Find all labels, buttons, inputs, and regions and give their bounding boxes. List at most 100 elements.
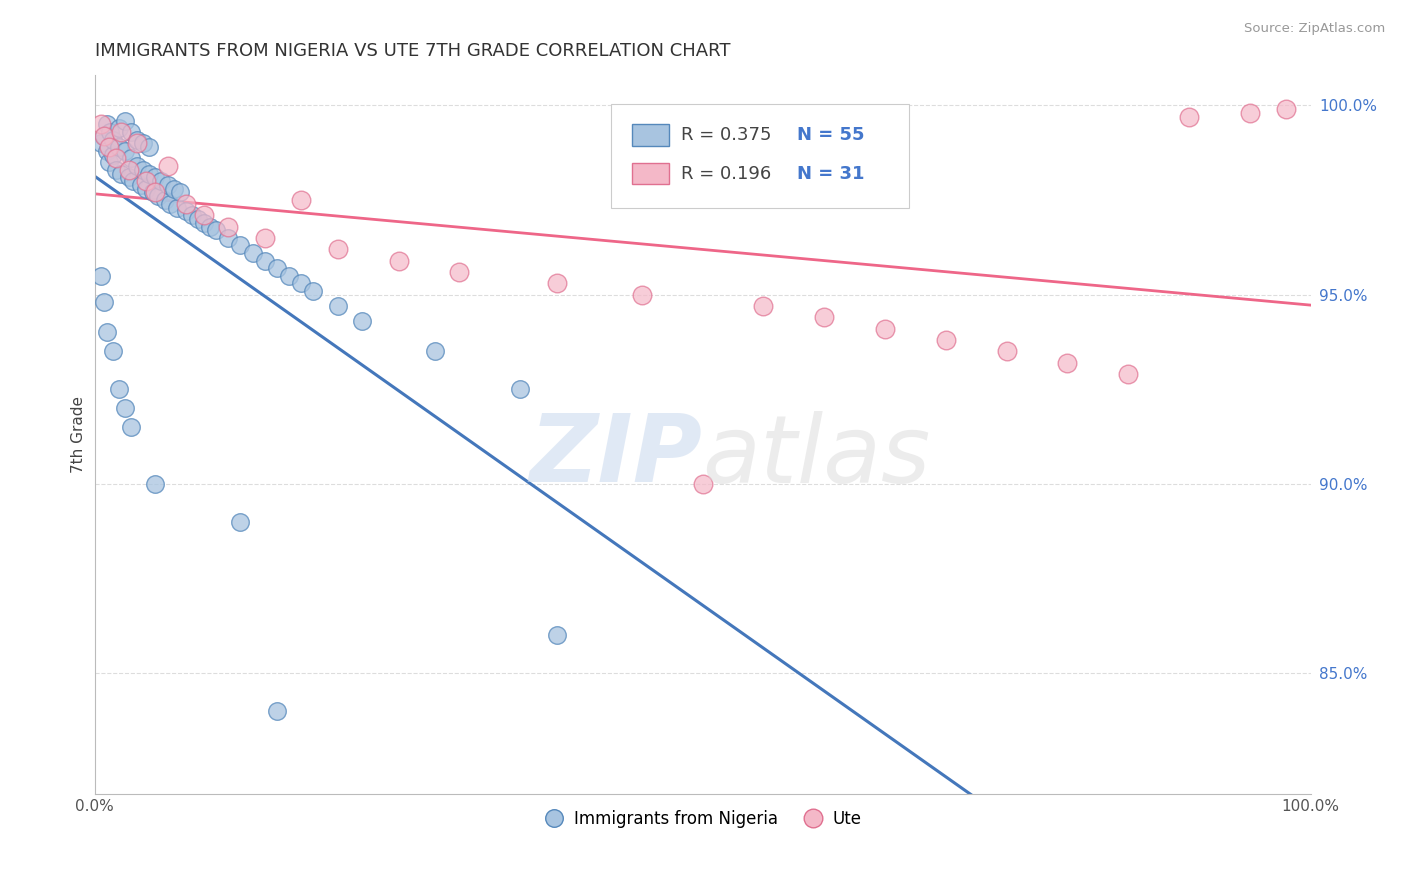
Point <box>90 117 112 131</box>
Point <box>1056 356 1078 370</box>
Point <box>96 117 118 131</box>
Point <box>229 238 252 252</box>
Point <box>93 295 115 310</box>
Point <box>120 420 142 434</box>
Point <box>1178 110 1201 124</box>
Point <box>105 162 128 177</box>
Point <box>387 253 409 268</box>
Point <box>873 321 896 335</box>
Point <box>145 170 167 185</box>
Point <box>145 186 167 200</box>
Point <box>145 476 167 491</box>
Point <box>169 186 191 200</box>
Point <box>198 219 221 234</box>
Text: R = 0.375: R = 0.375 <box>681 126 772 144</box>
Point <box>935 333 957 347</box>
Point <box>156 178 179 192</box>
Point <box>352 314 374 328</box>
Point <box>142 186 165 200</box>
Point <box>253 231 276 245</box>
Point <box>266 261 288 276</box>
Point <box>302 284 325 298</box>
Point <box>108 121 131 136</box>
Point <box>193 216 215 230</box>
Point <box>96 326 118 340</box>
FancyBboxPatch shape <box>633 124 668 145</box>
Point <box>290 277 312 291</box>
Point <box>162 182 184 196</box>
Text: R = 0.196: R = 0.196 <box>681 165 770 183</box>
Point <box>101 147 124 161</box>
Point <box>1116 367 1139 381</box>
Point <box>135 182 157 196</box>
Point <box>546 628 568 642</box>
Point <box>146 189 169 203</box>
Point <box>1275 102 1298 116</box>
Point <box>630 287 652 301</box>
Point <box>114 113 136 128</box>
Point <box>153 193 176 207</box>
Point <box>156 159 179 173</box>
Y-axis label: 7th Grade: 7th Grade <box>72 396 86 473</box>
Point <box>101 344 124 359</box>
Text: N = 31: N = 31 <box>797 165 865 183</box>
Point <box>180 208 202 222</box>
Text: IMMIGRANTS FROM NIGERIA VS UTE 7TH GRADE CORRELATION CHART: IMMIGRANTS FROM NIGERIA VS UTE 7TH GRADE… <box>94 42 730 60</box>
Point <box>174 197 197 211</box>
Point <box>108 382 131 396</box>
Point <box>120 152 142 166</box>
Point <box>127 136 149 151</box>
Point <box>96 144 118 158</box>
Point <box>995 344 1018 359</box>
Point <box>117 162 139 177</box>
Point <box>135 174 157 188</box>
Point <box>127 132 149 146</box>
Point <box>90 136 112 151</box>
Point <box>101 132 124 146</box>
Point <box>187 211 209 226</box>
Point <box>93 128 115 143</box>
Point <box>813 310 835 325</box>
Text: N = 55: N = 55 <box>797 126 865 144</box>
Point <box>108 140 131 154</box>
Point <box>114 144 136 158</box>
Point <box>217 231 239 245</box>
Point <box>138 167 160 181</box>
Point <box>90 268 112 283</box>
Point <box>546 277 568 291</box>
Point <box>1239 106 1261 120</box>
Point <box>98 155 121 169</box>
Point <box>98 140 121 154</box>
FancyBboxPatch shape <box>612 104 910 208</box>
Point <box>117 170 139 185</box>
Point <box>129 178 152 192</box>
Point <box>449 265 471 279</box>
Point <box>229 515 252 529</box>
Point <box>132 136 155 151</box>
Text: atlas: atlas <box>703 410 931 501</box>
Point <box>120 125 142 139</box>
Point <box>127 159 149 173</box>
Point <box>100 125 122 139</box>
Point <box>509 382 531 396</box>
Point <box>692 476 714 491</box>
Text: ZIP: ZIP <box>530 410 703 502</box>
FancyBboxPatch shape <box>633 163 668 185</box>
Point <box>166 201 188 215</box>
Point <box>174 204 197 219</box>
Text: Source: ZipAtlas.com: Source: ZipAtlas.com <box>1244 22 1385 36</box>
Point <box>278 268 301 283</box>
Point <box>138 140 160 154</box>
Point <box>326 299 349 313</box>
Point <box>266 704 288 718</box>
Point <box>423 344 446 359</box>
Point <box>105 152 128 166</box>
Point <box>110 167 132 181</box>
Point <box>242 246 264 260</box>
Point <box>159 197 181 211</box>
Point <box>110 125 132 139</box>
Point <box>122 174 145 188</box>
Point <box>193 208 215 222</box>
Point <box>217 219 239 234</box>
Point <box>150 174 173 188</box>
